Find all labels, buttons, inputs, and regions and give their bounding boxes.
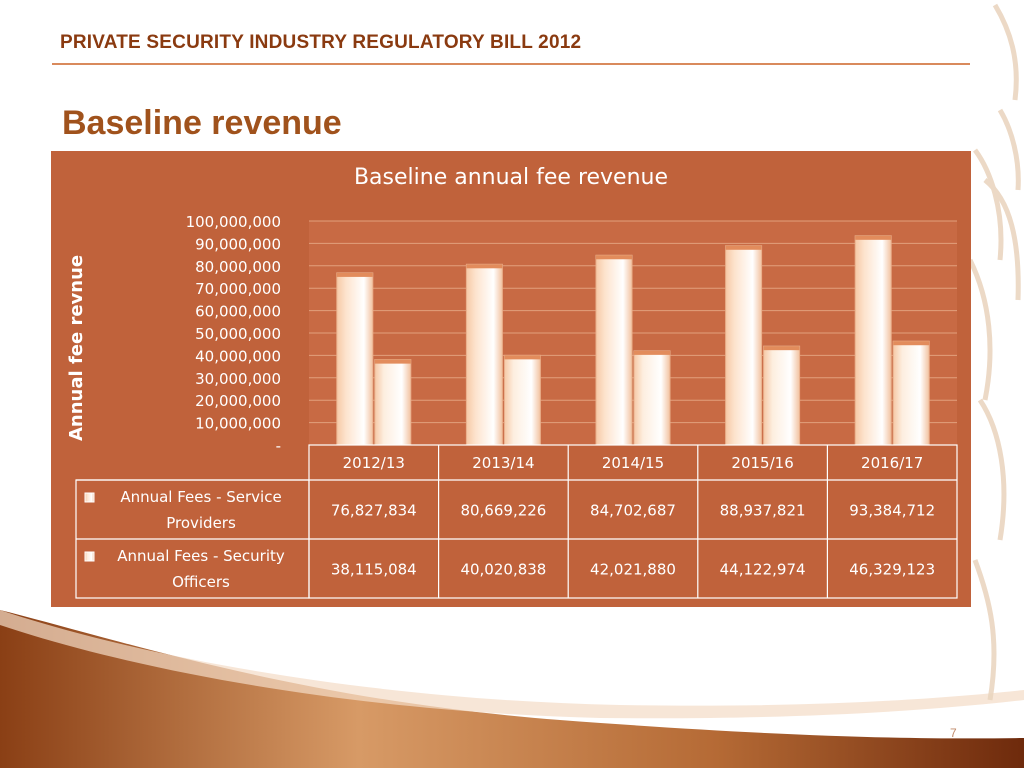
y-tick-label: 80,000,000 (195, 258, 281, 276)
bar-cap (634, 350, 670, 355)
bar-cap (725, 245, 762, 250)
data-label: 88,937,821 (720, 502, 806, 520)
y-tick-label: 90,000,000 (195, 235, 281, 253)
bar-security-officers-2013/14 (503, 354, 541, 446)
y-tick-label: - (276, 437, 281, 455)
data-label: 84,702,687 (590, 502, 676, 520)
x-tick-label: 2014/15 (602, 454, 664, 472)
data-label: 38,115,084 (331, 561, 417, 579)
page-number: 7 (950, 726, 957, 740)
data-label: 93,384,712 (849, 502, 935, 520)
data-label: 76,827,834 (331, 502, 417, 520)
legend-label: Annual Fees - Service (120, 488, 281, 506)
bar-security-officers-2014/15 (633, 350, 671, 446)
x-tick-label: 2012/13 (343, 454, 405, 472)
chart-title: Baseline annual fee revenue (353, 165, 669, 190)
bar-service-providers-2013/14 (465, 263, 503, 446)
header-title: PRIVATE SECURITY INDUSTRY REGULATORY BIL… (60, 32, 582, 53)
data-label: 44,122,974 (720, 561, 806, 579)
bar-security-officers-2015/16 (763, 345, 801, 446)
data-label: 80,669,226 (460, 502, 546, 520)
bar-security-officers-2016/17 (892, 340, 930, 446)
y-tick-label: 50,000,000 (195, 325, 281, 343)
legend-label: Providers (166, 514, 236, 532)
bar-service-providers-2016/17 (854, 235, 892, 446)
x-tick-label: 2016/17 (861, 454, 923, 472)
data-label: 42,021,880 (590, 561, 676, 579)
x-tick-label: 2015/16 (731, 454, 793, 472)
bar-cap (763, 346, 800, 351)
y-tick-label: 70,000,000 (195, 280, 281, 298)
y-tick-label: 20,000,000 (195, 392, 281, 410)
bar-chart: - 10,000,000 20,000,000 30,000,000 40,000,00… (75, 213, 958, 599)
bar-service-providers-2014/15 (595, 254, 633, 446)
bar-security-officers-2012/13 (374, 359, 412, 446)
bar-cap (466, 264, 503, 269)
header-divider (52, 63, 970, 65)
bar-cap (374, 359, 411, 364)
legend-key (84, 551, 95, 562)
legend-label: Officers (172, 573, 230, 591)
y-tick-label: 100,000,000 (186, 213, 281, 231)
bar-service-providers-2015/16 (725, 245, 763, 446)
y-tick-label: 40,000,000 (195, 347, 281, 365)
chart-panel: Baseline annual fee revenue Annual fee r… (51, 151, 971, 607)
data-label: 40,020,838 (460, 561, 546, 579)
y-tick-label: 10,000,000 (195, 415, 281, 433)
bar-cap (855, 235, 892, 240)
bar-cap (596, 255, 632, 260)
bar-cap (336, 272, 373, 277)
slide-title: Baseline revenue (62, 104, 342, 142)
legend-label: Annual Fees - Security (117, 547, 285, 565)
y-tick-label: 60,000,000 (195, 303, 281, 321)
bar-service-providers-2012/13 (336, 272, 374, 446)
y-tick-label: 30,000,000 (195, 370, 281, 388)
bar-cap (504, 355, 541, 360)
data-label: 46,329,123 (849, 561, 935, 579)
bar-cap (893, 341, 930, 346)
legend-key (84, 492, 95, 503)
x-tick-label: 2013/14 (472, 454, 534, 472)
